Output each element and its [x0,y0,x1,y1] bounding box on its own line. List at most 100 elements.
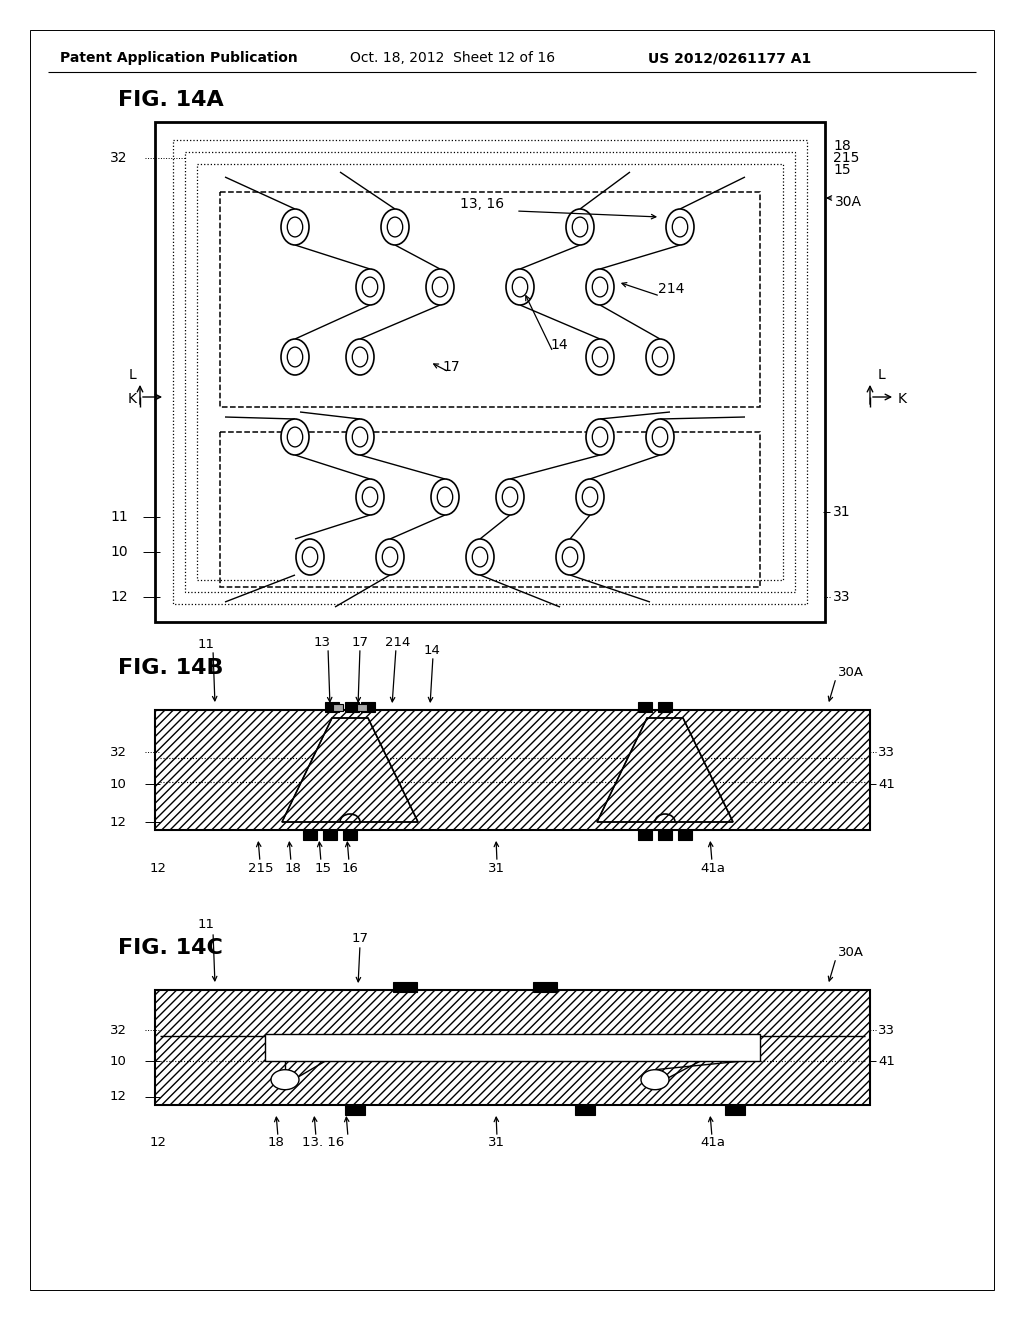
Text: FIG. 14A: FIG. 14A [118,90,224,110]
Bar [361,702,375,711]
Bar [323,830,337,840]
Ellipse shape [503,487,518,507]
Text: US 2012/0261177 A1: US 2012/0261177 A1 [648,51,811,65]
Text: 16: 16 [342,862,358,874]
Text: L: L [878,368,886,381]
Bar [155,990,870,1105]
Text: 10: 10 [110,545,128,558]
Ellipse shape [288,216,303,236]
Ellipse shape [646,418,674,455]
Text: 214: 214 [385,635,411,648]
Ellipse shape [575,479,604,515]
Bar [220,432,760,587]
Ellipse shape [592,428,607,447]
Ellipse shape [281,418,309,455]
Ellipse shape [426,269,454,305]
Polygon shape [597,718,733,822]
Text: FIG. 14C: FIG. 14C [118,939,223,958]
Text: Oct. 18, 2012  Sheet 12 of 16: Oct. 18, 2012 Sheet 12 of 16 [350,51,555,65]
Text: 18: 18 [268,1137,285,1150]
Ellipse shape [356,269,384,305]
Bar [343,830,357,840]
Bar [265,1034,760,1061]
Text: 30A: 30A [835,195,862,209]
Text: 12: 12 [110,1090,127,1104]
Bar [345,1105,365,1115]
Bar [197,164,783,579]
Ellipse shape [352,428,368,447]
Ellipse shape [376,539,404,576]
Text: FIG. 14B: FIG. 14B [118,657,223,678]
Text: 14: 14 [424,644,441,656]
Text: 32: 32 [110,746,127,759]
Text: 12: 12 [150,862,167,874]
Ellipse shape [652,428,668,447]
Text: 12: 12 [150,1137,167,1150]
Bar [220,191,760,407]
Text: 31: 31 [488,1137,505,1150]
Ellipse shape [296,539,324,576]
Ellipse shape [346,339,374,375]
Ellipse shape [566,209,594,246]
Ellipse shape [592,347,607,367]
Ellipse shape [583,487,598,507]
Bar [638,830,652,840]
Text: 10: 10 [110,1055,127,1068]
Ellipse shape [387,216,402,236]
Ellipse shape [572,216,588,236]
Text: 41a: 41a [700,1137,725,1150]
Text: 13. 16: 13. 16 [302,1137,344,1150]
Text: 13, 16: 13, 16 [460,197,504,211]
Text: L: L [128,368,136,381]
Ellipse shape [352,347,368,367]
Text: 41: 41 [878,1055,895,1068]
Text: 18: 18 [833,139,851,153]
Bar [658,702,672,711]
Bar [357,704,367,711]
Ellipse shape [346,418,374,455]
Bar [333,704,343,711]
Bar [575,1105,595,1115]
Text: 15: 15 [315,862,332,874]
Text: 11: 11 [198,919,215,932]
Text: K: K [128,392,136,407]
Text: 41a: 41a [700,862,725,874]
Ellipse shape [432,277,447,297]
Bar [155,710,870,830]
Ellipse shape [586,418,614,455]
Ellipse shape [512,277,527,297]
Text: 30A: 30A [838,665,864,678]
Text: 31: 31 [488,862,505,874]
Text: 12: 12 [110,590,128,605]
Ellipse shape [652,347,668,367]
Text: 214: 214 [658,282,684,296]
Bar [658,830,672,840]
Ellipse shape [466,539,494,576]
Ellipse shape [437,487,453,507]
Ellipse shape [562,546,578,566]
Text: 13: 13 [314,635,331,648]
Text: 30A: 30A [838,945,864,958]
Bar [155,121,825,622]
Ellipse shape [646,339,674,375]
Text: 215: 215 [833,150,859,165]
Text: Patent Application Publication: Patent Application Publication [60,51,298,65]
Ellipse shape [281,339,309,375]
Text: 33: 33 [833,590,851,605]
Ellipse shape [556,539,584,576]
Text: 14: 14 [550,338,567,352]
Bar [534,982,557,993]
Ellipse shape [641,1069,669,1090]
Ellipse shape [586,339,614,375]
Bar [678,830,692,840]
Bar [325,702,339,711]
Bar [303,830,317,840]
Ellipse shape [281,209,309,246]
Bar [725,1105,745,1115]
Text: 215: 215 [248,862,273,874]
Ellipse shape [496,479,524,515]
Text: 31: 31 [833,506,851,519]
Text: 32: 32 [110,150,128,165]
Ellipse shape [472,546,487,566]
Text: 33: 33 [878,746,895,759]
